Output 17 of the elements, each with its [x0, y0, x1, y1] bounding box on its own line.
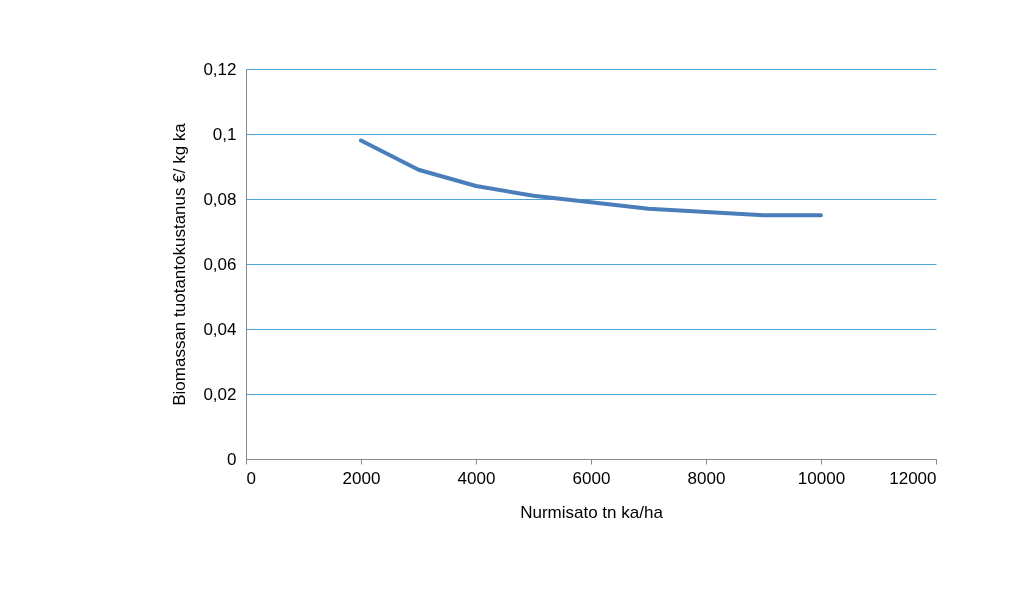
line-series	[359, 138, 823, 218]
x-tick-label: 2000	[342, 468, 381, 488]
x-axis-title: Nurmisato tn ka/ha	[520, 502, 664, 522]
x-tick-label: 8000	[687, 468, 726, 488]
y-tick-label: 0,08	[203, 189, 237, 209]
y-axis-title: Biomassan tuotantokustanus €/ kg ka	[170, 122, 190, 406]
x-tick-label: 4000	[457, 468, 496, 488]
x-tick-label: 12000	[889, 468, 937, 488]
y-tick-label: 0,06	[203, 254, 237, 274]
x-tick-label: 0	[246, 468, 256, 488]
x-tick-label: 10000	[797, 468, 846, 488]
y-tick-label: 0,04	[203, 319, 237, 339]
x-tick-label: 6000	[572, 468, 611, 488]
y-tick-label: 0,12	[203, 59, 237, 79]
y-tick-label: 0,1	[212, 124, 237, 144]
y-tick-label: 0,02	[203, 384, 237, 404]
y-tick-label: 0	[227, 449, 237, 469]
